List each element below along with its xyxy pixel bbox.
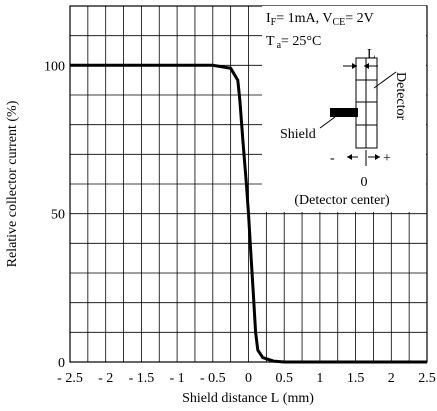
inset-center-label: (Detector center): [294, 193, 390, 208]
y-axis-title: Relative collector current (%): [5, 100, 20, 267]
series-line: [70, 63, 427, 364]
y-tick-label: 50: [51, 208, 65, 223]
inset-direction-arrow-left: [347, 154, 352, 160]
x-tick-label: 0: [245, 371, 252, 386]
y-tick-label: 100: [44, 59, 65, 74]
x-tick-label: 2: [388, 371, 395, 386]
x-tick-label: - 0.5: [200, 371, 226, 386]
plot-frame: [69, 5, 428, 363]
shield-leader-line: [319, 116, 336, 129]
inset-plus-label: +: [383, 151, 391, 166]
x-tick-label: 0.5: [275, 371, 293, 386]
x-tick-label: - 2: [98, 371, 113, 386]
inset-minus-label: -: [330, 151, 335, 166]
x-tick-label: 2.5: [418, 371, 436, 386]
inset-direction-arrow-right: [375, 154, 380, 160]
x-axis-title: Shield distance L (mm): [182, 391, 314, 406]
inset-L-arrow-left: [352, 63, 357, 69]
x-tick-label: 1: [316, 371, 323, 386]
inset-L-label: L: [367, 47, 376, 62]
shield-bar: [330, 108, 358, 117]
detector-graphic: [355, 57, 378, 149]
detector-label: Detector: [393, 72, 408, 121]
y-tick-label: 0: [58, 356, 65, 371]
detector-leader-line: [373, 71, 397, 89]
y-tick-labels: 0 50 100: [44, 59, 65, 371]
x-tick-label: - 2.5: [57, 371, 83, 386]
inset-zero-label: 0: [361, 175, 368, 190]
x-tick-label: - 1.5: [129, 371, 155, 386]
x-tick-label: - 1: [170, 371, 185, 386]
shield-label: Shield: [280, 127, 316, 142]
x-tick-label: 1.5: [347, 371, 365, 386]
x-tick-labels: - 2.5 - 2 - 1.5 - 1 - 0.5 0 0.5 1 1.5 2 2.5: [57, 371, 436, 386]
conditions-line-1: IF= 1mA, VCE= 2V: [266, 11, 374, 28]
